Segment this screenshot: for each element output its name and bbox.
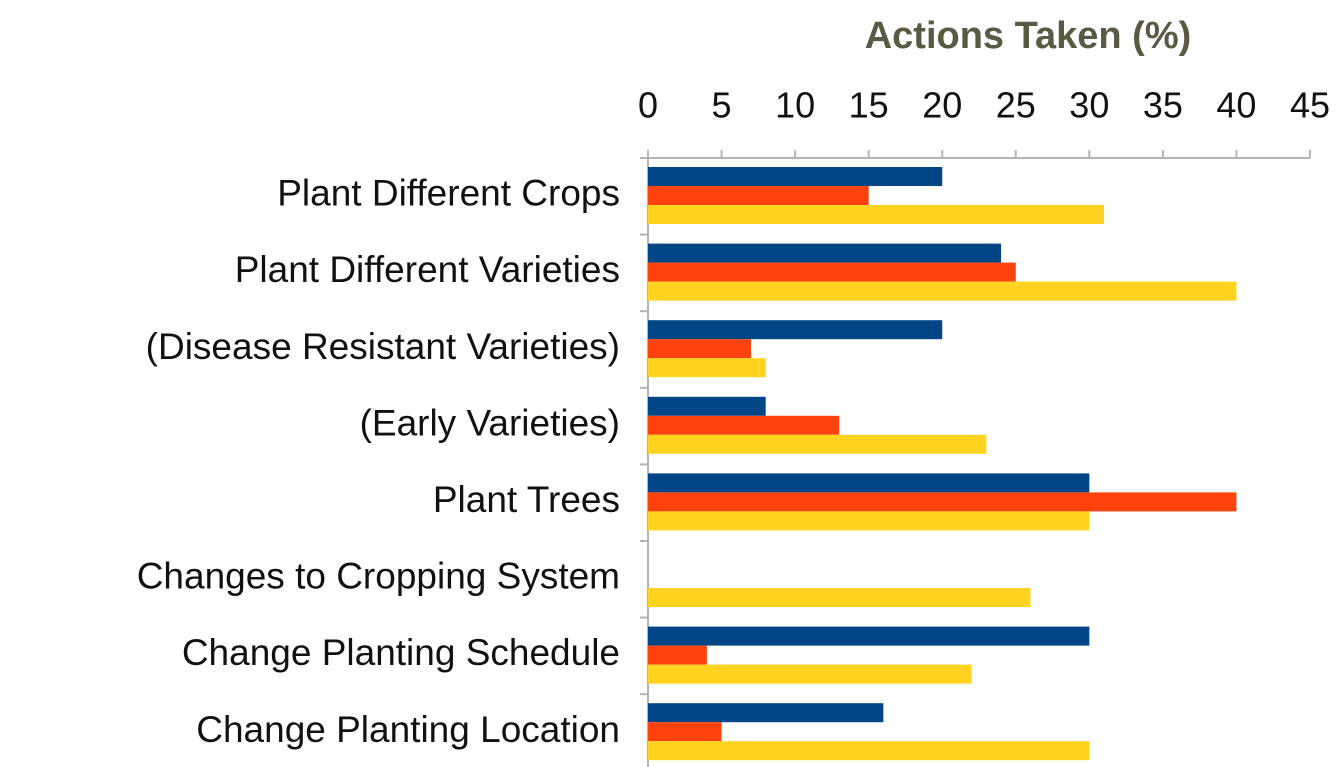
bar xyxy=(648,358,766,378)
bar xyxy=(648,339,751,359)
bar xyxy=(648,320,943,340)
bar xyxy=(648,473,1090,493)
x-tick-label: 45 xyxy=(1290,85,1330,126)
y-tick-label: Changes to Cropping System xyxy=(137,556,620,597)
bar xyxy=(648,492,1237,512)
x-tick-label: 25 xyxy=(996,85,1036,126)
x-tick-label: 35 xyxy=(1143,85,1183,126)
y-tick-label: Plant Different Crops xyxy=(277,173,620,214)
x-tick-label: 5 xyxy=(712,85,732,126)
bar xyxy=(648,722,722,742)
y-tick-label: Change Planting Location xyxy=(196,709,620,750)
x-tick-label: 30 xyxy=(1069,85,1109,126)
x-tick-label: 0 xyxy=(638,85,658,126)
x-tick-label: 40 xyxy=(1216,85,1256,126)
bar xyxy=(648,281,1237,301)
bar xyxy=(648,415,840,435)
x-tick-label: 20 xyxy=(922,85,962,126)
y-tick-label: Plant Different Varieties xyxy=(235,249,620,290)
bar xyxy=(648,434,987,454)
bar xyxy=(648,511,1090,531)
x-tick-label: 15 xyxy=(849,85,889,126)
y-tick-label: (Early Varieties) xyxy=(360,402,620,443)
bar xyxy=(648,205,1105,224)
bar xyxy=(648,741,1090,761)
bar xyxy=(648,664,972,684)
bar xyxy=(648,703,884,723)
bar xyxy=(648,262,1016,282)
bar xyxy=(648,396,766,416)
y-tick-label: (Disease Resistant Varieties) xyxy=(146,326,620,367)
bar xyxy=(648,243,1002,263)
x-tick-label: 10 xyxy=(775,85,815,126)
bar xyxy=(648,626,1090,646)
y-tick-label: Change Planting Schedule xyxy=(182,632,620,673)
chart-title: Actions Taken (%) xyxy=(865,15,1192,57)
bar xyxy=(648,645,707,665)
bar xyxy=(648,167,943,186)
y-tick-label: Plant Trees xyxy=(433,479,620,520)
bar xyxy=(648,588,1031,607)
bar xyxy=(648,186,869,205)
